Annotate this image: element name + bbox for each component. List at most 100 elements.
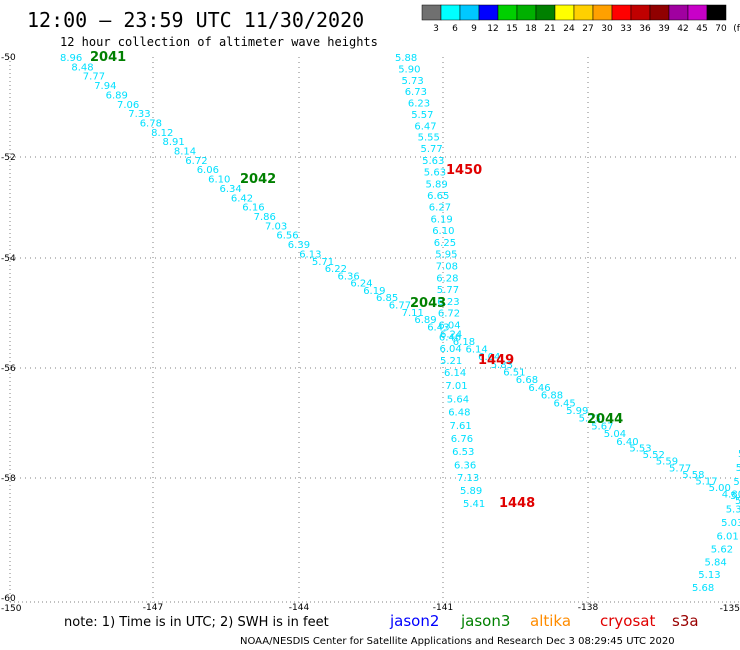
swh-value: 5.63 xyxy=(424,168,446,179)
legend-tick-label: 12 xyxy=(487,24,498,34)
swh-value: 6.25 xyxy=(434,238,456,249)
swh-value: 8.12 xyxy=(151,128,173,139)
swh-value: 5.89 xyxy=(426,179,448,190)
swh-value: 5.53 xyxy=(629,444,651,455)
swh-value: 7.08 xyxy=(436,261,458,272)
swh-value: 7.33 xyxy=(128,109,150,120)
legend-swatch xyxy=(535,4,556,21)
swh-value: 6.28 xyxy=(436,273,458,284)
swh-value: 6.53 xyxy=(452,447,474,458)
satellite-s3a: s3a xyxy=(672,612,699,630)
swh-value: 6.24 xyxy=(440,330,462,341)
swh-value: 6.23 xyxy=(437,297,459,308)
swh-value: 6.24 xyxy=(350,279,372,290)
swh-value: 5.21 xyxy=(440,356,462,367)
legend-tick-label: 39 xyxy=(658,24,670,34)
swh-value: 6.48 xyxy=(448,408,470,419)
map-subtitle: 12 hour collection of altimeter wave hei… xyxy=(60,35,378,49)
legend-tick-label: 42 xyxy=(677,24,688,34)
swh-value: 6.39 xyxy=(288,240,310,251)
swh-value: 5.62 xyxy=(711,545,733,556)
swh-value: 5.41 xyxy=(463,499,485,510)
swh-value: 6.68 xyxy=(516,375,538,386)
swh-value: 8.96 xyxy=(60,53,82,64)
longitude-tick-labels: -150 -147 -144 -141 -138 -135 xyxy=(1,603,740,614)
swh-value: 5.06 xyxy=(735,496,740,507)
swh-value: 5.17 xyxy=(695,476,717,487)
pass-label-2042: 2042 xyxy=(240,172,276,187)
legend-tick-label: 21 xyxy=(544,24,555,34)
pass-label-1449: 1449 xyxy=(478,353,514,368)
swh-value: 6.51 xyxy=(503,368,525,379)
latitude-tick: -58 xyxy=(1,474,16,484)
swh-value: 7.03 xyxy=(265,221,287,232)
swh-value: 6.36 xyxy=(454,460,476,471)
longitude-tick: -150 xyxy=(1,604,22,614)
swh-value: 6.40 xyxy=(616,437,638,448)
latitude-tick-labels: -50 -52 -54 -56 -58 -60 xyxy=(1,53,16,604)
legend-tick-label: 6 xyxy=(452,24,458,34)
swh-value: 8.91 xyxy=(163,137,185,148)
swh-value: 6.06 xyxy=(197,165,219,176)
swh-value: 5.77 xyxy=(437,285,459,296)
swh-value: 6.04 xyxy=(478,352,500,363)
swh-value: 6.56 xyxy=(276,231,298,242)
track-cryosat-1450: 5.885.905.736.736.235.576.475.555.775.63… xyxy=(395,53,462,367)
pass-label-2043: 2043 xyxy=(410,296,446,311)
legend-swatch xyxy=(668,4,689,21)
swh-value: 6.77 xyxy=(389,301,411,312)
swh-value: 5.88 xyxy=(395,53,417,64)
swh-value: 5.89 xyxy=(460,486,482,497)
legend-tick-label: 36 xyxy=(639,24,651,34)
legend-swatch xyxy=(573,4,594,21)
swh-value: 5.24 xyxy=(733,477,740,488)
swh-value: 6.46 xyxy=(439,332,461,343)
swh-value: 5.99 xyxy=(566,406,588,417)
longitude-tick: -147 xyxy=(143,603,163,613)
legend-tick-label: 33 xyxy=(620,24,631,34)
swh-value: 7.77 xyxy=(83,72,105,83)
swh-value: 5.95 xyxy=(435,250,457,261)
swh-value: 5.6 xyxy=(730,491,740,502)
pass-label-2044: 2044 xyxy=(587,412,623,427)
longitude-tick: -135 xyxy=(720,604,740,614)
satellite-cryosat: cryosat xyxy=(600,612,655,630)
footer-note: note: 1) Time is in UTC; 2) SWH is in fe… xyxy=(64,615,329,630)
swh-value: 5.55 xyxy=(418,133,440,144)
swh-value: 6.23 xyxy=(408,99,430,110)
swh-value: 6.27 xyxy=(429,203,451,214)
latitude-tick: -52 xyxy=(1,153,16,163)
track-cryosat-1448: 5.5 5.4 5.24 5.6 5.3 5.03 6.01 5.625.84 5.13 5.68 xyxy=(692,449,740,594)
swh-value: 6.65 xyxy=(427,191,449,202)
footer-credit: NOAA/NESDIS Center for Satellite Applica… xyxy=(240,636,675,647)
legend-swatch xyxy=(611,4,632,21)
legend-swatch xyxy=(478,4,499,21)
latitude-tick: -54 xyxy=(1,254,16,264)
swh-value: 5.71 xyxy=(312,257,334,268)
swh-value: 5.67 xyxy=(591,421,613,432)
swh-value: 8.14 xyxy=(174,147,196,158)
swh-value: 5.73 xyxy=(402,76,424,87)
map-title: 12:00 – 23:59 UTC 11/30/2020 xyxy=(27,8,364,32)
swh-value: 7.61 xyxy=(450,421,472,432)
swh-value: 6.14 xyxy=(444,368,466,379)
legend-tick-label: 70 xyxy=(715,24,727,34)
legend-swatch xyxy=(706,4,727,21)
map-grid xyxy=(9,57,740,605)
longitude-tick: -141 xyxy=(433,603,453,613)
swh-value: 5.73 xyxy=(579,414,601,425)
legend-swatch xyxy=(497,4,518,21)
swh-value: 7.86 xyxy=(254,212,276,223)
swh-value: 6.72 xyxy=(438,309,460,320)
track-jason3-2041-2044: 8.968.487.777.946.897.067.336.788.128.91… xyxy=(60,53,740,507)
swh-value: 6.04 xyxy=(440,344,462,355)
swh-value: 5.58 xyxy=(682,470,704,481)
swh-value: 5.00 xyxy=(709,483,731,494)
swh-value: 6.36 xyxy=(338,271,360,282)
swh-value: 6.85 xyxy=(376,293,398,304)
legend-swatch xyxy=(630,4,651,21)
swh-value: 6.42 xyxy=(231,193,253,204)
legend-tick-label: 3 xyxy=(433,24,439,34)
